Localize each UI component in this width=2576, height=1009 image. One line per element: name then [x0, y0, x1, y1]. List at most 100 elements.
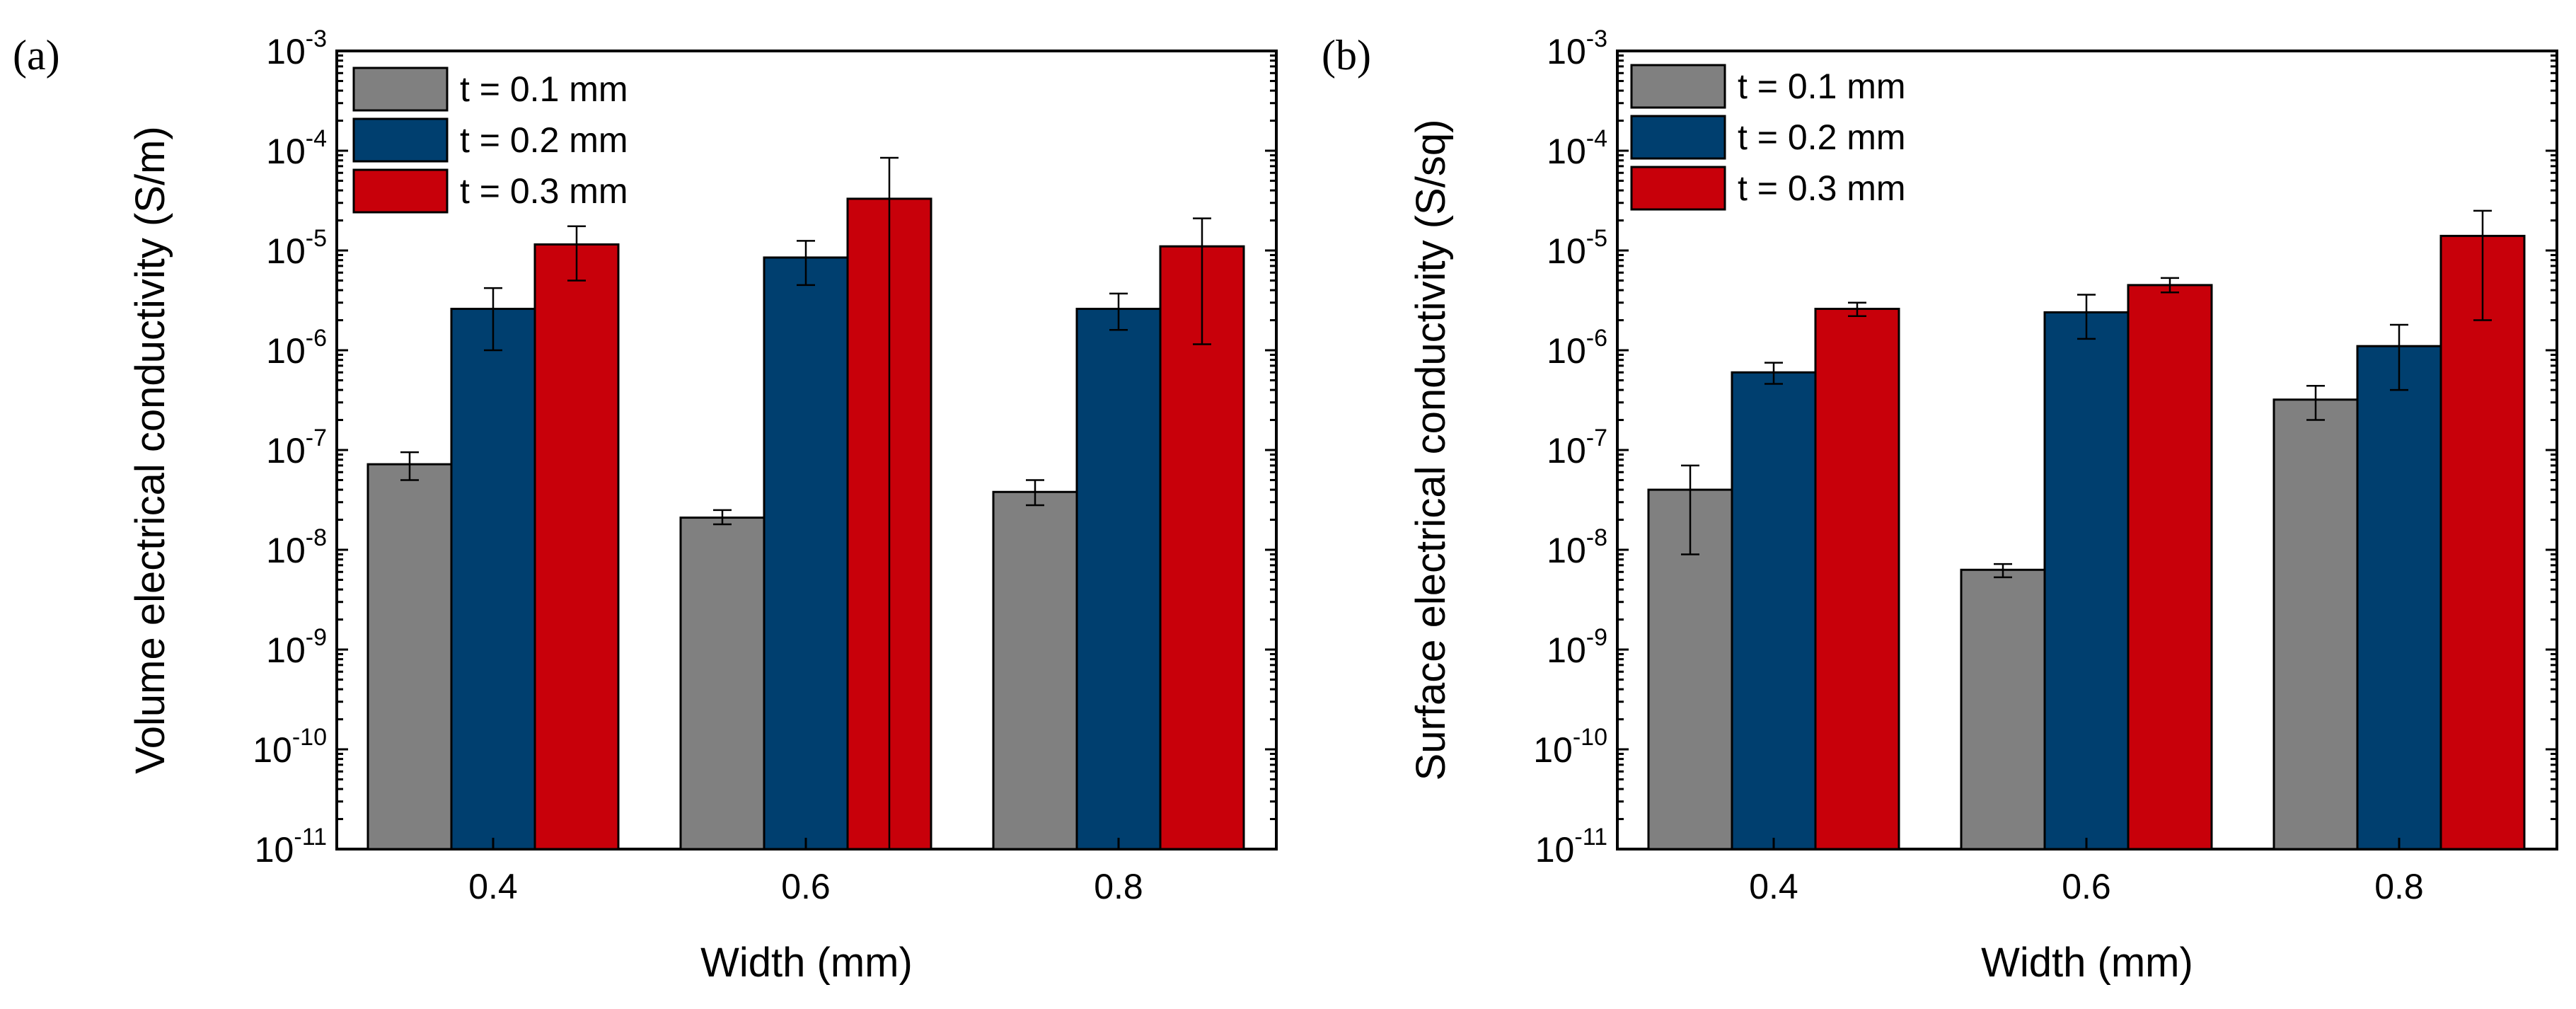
y-tick-exponent: -3 — [1586, 25, 1607, 52]
y-tick-base: 10 — [1547, 331, 1586, 371]
y-tick-label: 10-4 — [266, 125, 327, 171]
bar — [679, 517, 766, 851]
x-tick-label: 0.6 — [2062, 867, 2111, 906]
x-tick-label: 0.8 — [2374, 867, 2424, 906]
x-tick-label: 0.6 — [781, 867, 831, 906]
y-tick-base: 10 — [266, 231, 306, 271]
bar — [2043, 311, 2130, 851]
y-tick-base: 10 — [1547, 431, 1586, 471]
bar — [2127, 284, 2213, 851]
bar — [1075, 307, 1162, 851]
y-tick-base: 10 — [266, 630, 306, 670]
y-tick-label: 10-3 — [266, 25, 327, 71]
y-tick-label: 10-7 — [266, 425, 327, 471]
y-tick-label: 10-11 — [255, 824, 327, 870]
y-tick-base: 10 — [1547, 132, 1586, 171]
y-tick-base: 10 — [255, 830, 294, 870]
bar — [763, 256, 849, 851]
y-tick-base: 10 — [266, 531, 306, 570]
legend-swatch — [1630, 64, 1726, 109]
x-tick-label: 0.4 — [468, 867, 518, 906]
y-tick-label: 10-5 — [1547, 225, 1607, 271]
x-axis-title: Width (mm) — [700, 940, 913, 986]
y-tick-label: 10-4 — [1547, 125, 1607, 171]
y-tick-base: 10 — [266, 431, 306, 471]
y-tick-exponent: -10 — [292, 724, 327, 751]
y-tick-label: 10-8 — [1547, 524, 1607, 570]
legend-swatch — [352, 117, 449, 163]
bar — [1731, 371, 1817, 851]
y-tick-exponent: -8 — [306, 524, 327, 551]
y-tick-exponent: -6 — [306, 325, 327, 352]
y-tick-label: 10-9 — [1547, 624, 1607, 670]
legend-label: t = 0.2 mm — [1738, 117, 1906, 157]
y-tick-exponent: -9 — [306, 624, 327, 651]
y-tick-base: 10 — [1535, 830, 1575, 870]
chart-panel-a: (a) 10-1110-1010-910-810-710-610-510-410… — [13, 25, 1278, 986]
y-tick-exponent: -7 — [306, 425, 327, 451]
y-tick-label: 10-10 — [1533, 724, 1607, 770]
y-tick-exponent: -11 — [294, 824, 327, 851]
y-tick-base: 10 — [1547, 531, 1586, 570]
y-tick-label: 10-11 — [1535, 824, 1607, 870]
x-axis: 0.4 0.6 0.8 — [468, 838, 1143, 906]
y-tick-label: 10-3 — [1547, 25, 1607, 71]
legend-swatch — [1630, 166, 1726, 211]
bar — [992, 490, 1078, 851]
bar — [450, 307, 536, 851]
bar — [2272, 398, 2359, 851]
x-tick-label: 0.8 — [1094, 867, 1143, 906]
bar — [1960, 568, 2046, 851]
y-axis-title: Surface electrical conductivity (S/sq) — [1408, 120, 1454, 781]
bar — [2356, 345, 2442, 851]
bar — [2439, 234, 2526, 851]
y-tick-label: 10-10 — [253, 724, 327, 770]
bars — [366, 156, 1245, 851]
bars — [1647, 209, 2526, 851]
x-axis-title: Width (mm) — [1981, 940, 2193, 986]
bar — [533, 243, 620, 851]
y-tick-exponent: -8 — [1586, 524, 1607, 551]
y-tick-label: 10-6 — [1547, 325, 1607, 371]
y-tick-exponent: -9 — [1586, 624, 1607, 651]
legend-swatch — [352, 67, 449, 112]
x-axis: 0.4 0.6 0.8 — [1749, 838, 2424, 906]
y-tick-base: 10 — [1547, 231, 1586, 271]
y-tick-base: 10 — [266, 132, 306, 171]
y-tick-exponent: -3 — [306, 25, 327, 52]
legend-swatch — [352, 168, 449, 214]
y-tick-exponent: -6 — [1586, 325, 1607, 352]
y-tick-base: 10 — [253, 730, 292, 770]
y-tick-label: 10-9 — [266, 624, 327, 670]
panel-label: (a) — [13, 32, 60, 79]
y-tick-exponent: -5 — [306, 225, 327, 252]
y-tick-exponent: -7 — [1586, 425, 1607, 451]
panel-label: (b) — [1322, 32, 1371, 79]
y-tick-base: 10 — [1547, 630, 1586, 670]
y-tick-label: 10-7 — [1547, 425, 1607, 471]
y-tick-exponent: -4 — [306, 125, 327, 152]
legend-label: t = 0.3 mm — [1738, 168, 1906, 208]
y-tick-base: 10 — [266, 331, 306, 371]
y-tick-label: 10-5 — [266, 225, 327, 271]
legend-swatch — [1630, 115, 1726, 160]
y-tick-label: 10-6 — [266, 325, 327, 371]
x-tick-label: 0.4 — [1749, 867, 1798, 906]
legend-label: t = 0.1 mm — [1738, 67, 1906, 106]
y-tick-exponent: -4 — [1586, 125, 1607, 152]
legend-label: t = 0.3 mm — [460, 171, 628, 211]
y-tick-base: 10 — [1533, 730, 1573, 770]
chart-panel-b: (b) 10-1110-1010-910-810-710-610-510-410… — [1322, 25, 2558, 986]
y-tick-base: 10 — [266, 32, 306, 71]
y-tick-label: 10-8 — [266, 524, 327, 570]
legend-label: t = 0.2 mm — [460, 120, 628, 160]
bar — [1814, 307, 1900, 851]
y-tick-base: 10 — [1547, 32, 1586, 71]
y-tick-exponent: -11 — [1574, 824, 1607, 851]
legend-label: t = 0.1 mm — [460, 69, 628, 109]
bar — [366, 463, 453, 851]
legend: t = 0.1 mm t = 0.2 mm t = 0.3 mm — [1630, 64, 1906, 211]
